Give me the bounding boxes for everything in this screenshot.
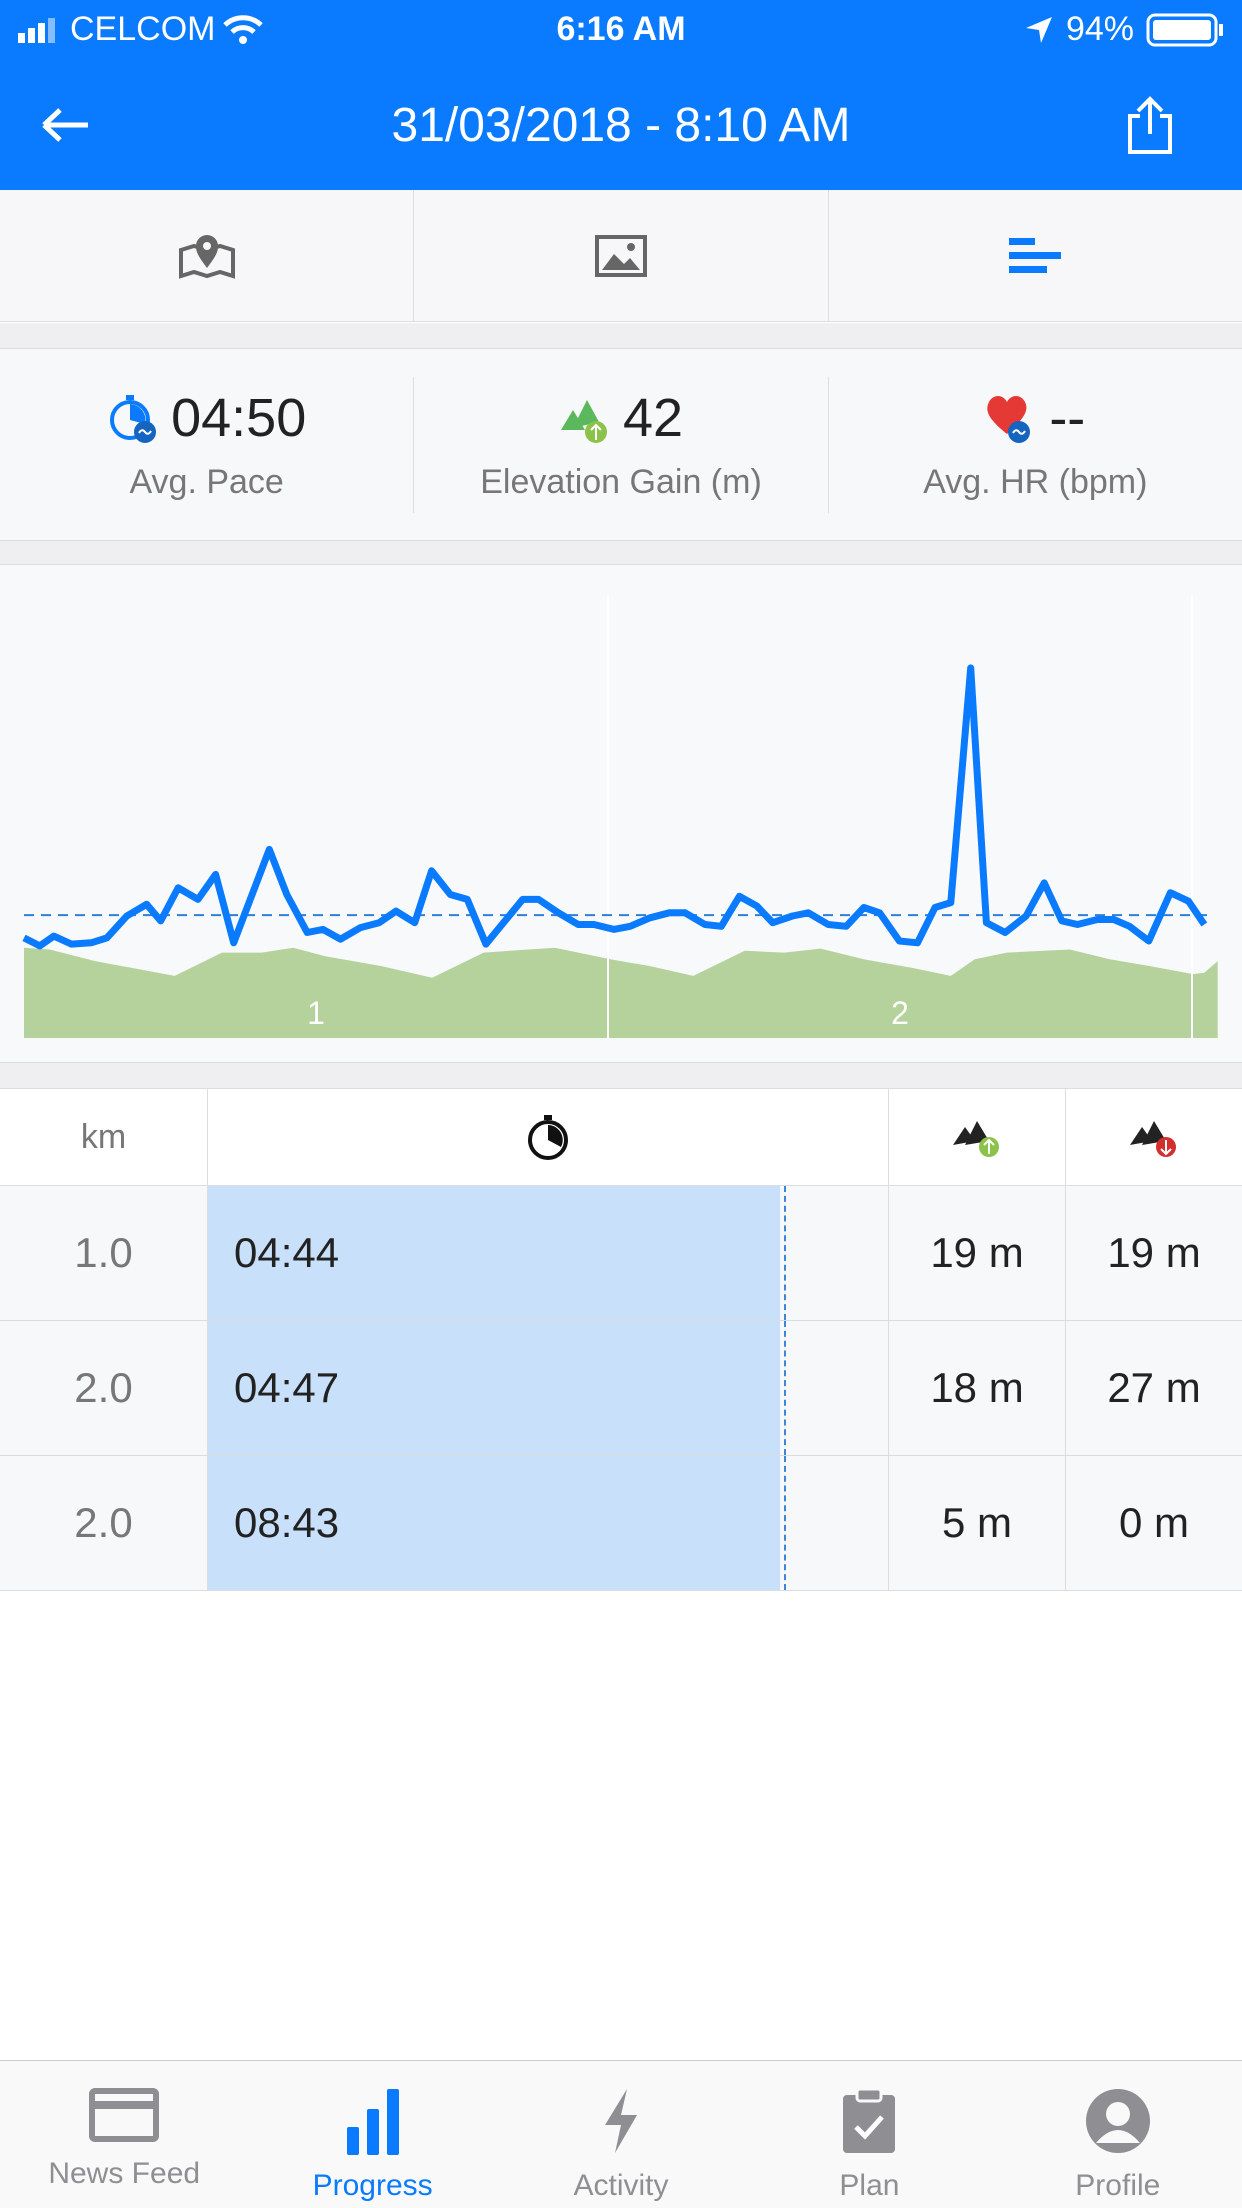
activity-icon (605, 2089, 638, 2153)
split-pace-bar (208, 1186, 780, 1320)
split-elevation-up: 5 m (889, 1456, 1066, 1590)
tab-label: News Feed (48, 2157, 201, 2190)
tab-progress[interactable]: Progress (248, 2061, 496, 2208)
share-icon[interactable] (1126, 96, 1174, 154)
signal-icon (18, 17, 55, 43)
elevation-area (24, 947, 1218, 1038)
summary-stats: 04:50 Avg. Pace 42 Elevation Gain (m) --… (0, 348, 1242, 541)
divider (0, 323, 1242, 348)
table-row[interactable]: 2.0 08:43 5 m 0 m (0, 1456, 1242, 1591)
page-title: 31/03/2018 - 8:10 AM (391, 99, 851, 152)
tab-map[interactable] (0, 190, 415, 321)
tab-bar: News Feed Progress Activity Plan Profile (0, 2060, 1242, 2208)
splits-table: km 1.0 04:44 19 m 19 m 2.0 04:47 18 m 27 … (0, 1088, 1242, 1591)
elevation-up-icon (560, 400, 607, 443)
pace-line (22, 664, 1208, 950)
split-pace-bar (208, 1321, 780, 1455)
split-elevation-down: 27 m (1107, 1364, 1201, 1411)
split-time: 04:44 (234, 1229, 340, 1276)
tab-label: Plan (839, 2169, 900, 2202)
progress-icon (346, 2089, 399, 2155)
tab-plan[interactable]: Plan (745, 2061, 993, 2208)
km-marker-label: 1 (307, 995, 325, 1031)
average-pace-marker (784, 1321, 786, 1455)
heart-rate-icon (987, 396, 1031, 443)
splits-icon (1009, 237, 1062, 273)
split-elevation-down: 0 m (1118, 1499, 1189, 1546)
location-icon (1025, 16, 1052, 43)
stat-elevation-gain: 42 Elevation Gain (m) (414, 376, 829, 513)
elevation-down-icon (1130, 1121, 1176, 1157)
tab-photos[interactable] (414, 190, 829, 321)
header-km: km (0, 1089, 208, 1185)
tab-label: Activity (573, 2169, 669, 2202)
split-elevation-up: 19 m (889, 1186, 1066, 1320)
stat-value: -- (1049, 388, 1086, 448)
split-km: 2.0 (0, 1321, 208, 1455)
wifi-icon (223, 14, 264, 44)
tab-splits[interactable] (829, 190, 1242, 321)
stat-avg-pace: 04:50 Avg. Pace (0, 376, 415, 513)
split-time-cell: 04:47 (208, 1321, 889, 1455)
split-pace-bar (208, 1456, 780, 1590)
split-time-cell: 04:44 (208, 1186, 889, 1320)
news-feed-icon (89, 2088, 160, 2142)
battery-percent: 94% (1065, 10, 1134, 48)
split-time: 08:43 (234, 1499, 340, 1546)
elevation-up-icon (953, 1121, 999, 1157)
split-elevation-up: 18 m (889, 1321, 1066, 1455)
stat-value: 04:50 (171, 388, 307, 448)
average-pace-marker (784, 1186, 786, 1320)
battery-area: 94% (1024, 10, 1226, 49)
table-header: km (0, 1088, 1242, 1186)
arrow-left-icon[interactable] (40, 105, 92, 145)
plan-icon (843, 2087, 896, 2153)
divider (0, 541, 1242, 564)
carrier: CELCOM (16, 10, 264, 49)
clock: 6:16 AM (556, 10, 686, 48)
tab-label: Profile (1075, 2169, 1161, 2202)
carrier-name: CELCOM (70, 10, 216, 48)
stopwatch-icon (528, 1115, 568, 1160)
average-pace-marker (784, 1456, 786, 1590)
stat-value: 42 (622, 388, 684, 448)
view-tabs (0, 190, 1242, 322)
km-marker-label: 2 (891, 995, 909, 1031)
table-row[interactable]: 2.0 04:47 18 m 27 m (0, 1321, 1242, 1456)
pace-stopwatch-icon (110, 395, 157, 443)
split-elevation-down: 19 m (1107, 1229, 1201, 1276)
stat-label: Avg. Pace (129, 463, 284, 501)
tab-profile[interactable]: Profile (994, 2061, 1242, 2208)
battery-icon (1146, 13, 1223, 46)
map-icon (178, 234, 235, 279)
stat-avg-hr: -- Avg. HR (bpm) (829, 377, 1242, 513)
tab-news-feed[interactable]: News Feed (0, 2061, 248, 2208)
tab-activity[interactable]: Activity (497, 2061, 745, 2208)
split-km: 2.0 (0, 1456, 208, 1590)
stat-label: Avg. HR (bpm) (923, 463, 1148, 501)
split-km: 1.0 (0, 1186, 208, 1320)
divider (0, 1063, 1242, 1088)
stat-label: Elevation Gain (m) (480, 463, 762, 501)
photo-icon (594, 234, 647, 277)
split-time-cell: 08:43 (208, 1456, 889, 1590)
profile-icon (1085, 2089, 1150, 2153)
header: CELCOM 6:16 AM 94% 31/03/2018 - 8:10 AM (0, 0, 1242, 190)
tab-label: Progress (312, 2169, 433, 2202)
split-time: 04:47 (234, 1364, 340, 1411)
table-row[interactable]: 1.0 04:44 19 m 19 m (0, 1186, 1242, 1321)
